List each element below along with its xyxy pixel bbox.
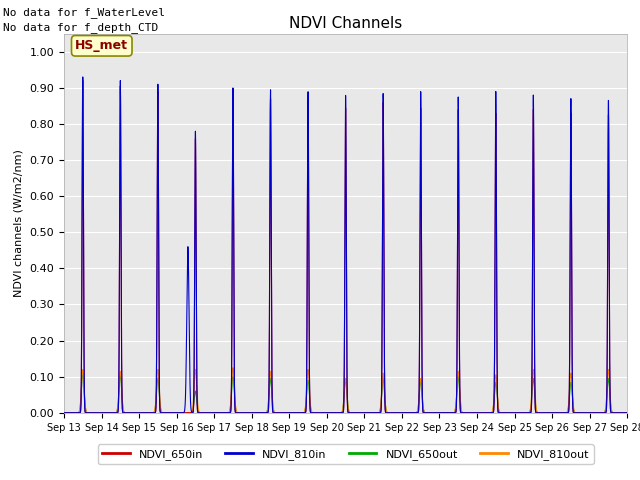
Text: No data for f_depth_CTD: No data for f_depth_CTD [3,22,159,33]
Title: NDVI Channels: NDVI Channels [289,16,402,31]
Text: No data for f_WaterLevel: No data for f_WaterLevel [3,7,165,18]
Y-axis label: NDVI channels (W/m2/nm): NDVI channels (W/m2/nm) [14,149,24,297]
Legend: NDVI_650in, NDVI_810in, NDVI_650out, NDVI_810out: NDVI_650in, NDVI_810in, NDVI_650out, NDV… [98,444,593,464]
Text: HS_met: HS_met [76,39,128,52]
